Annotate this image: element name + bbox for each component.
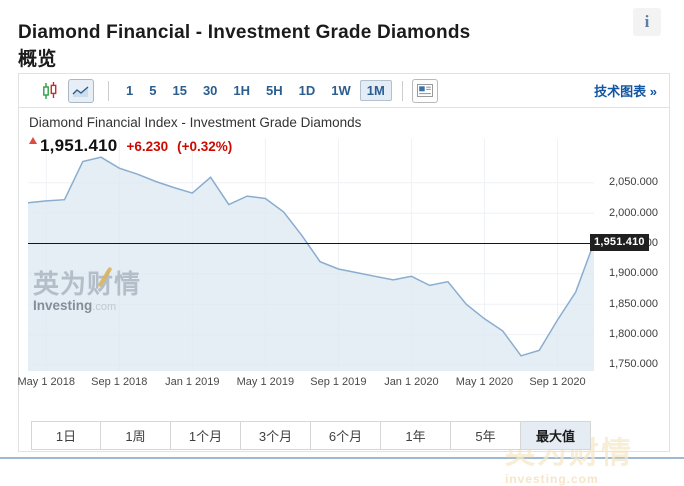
technical-chart-link[interactable]: 技术图表 » bbox=[594, 84, 657, 99]
current-price-line bbox=[28, 242, 590, 244]
area-chart-button[interactable] bbox=[68, 78, 94, 103]
interval-button-1M[interactable]: 1M bbox=[359, 80, 392, 101]
toolbar-divider bbox=[401, 80, 403, 101]
interval-button-5H[interactable]: 5H bbox=[266, 83, 283, 98]
info-button[interactable]: i bbox=[633, 8, 661, 36]
y-axis-label: 2,000.000 bbox=[609, 206, 658, 219]
section-separator bbox=[0, 457, 684, 459]
up-arrow-icon bbox=[29, 137, 37, 144]
range-button-1周[interactable]: 1周 bbox=[101, 421, 171, 450]
page-title: Diamond Financial - Investment Grade Dia… bbox=[18, 21, 471, 70]
range-button-6个月[interactable]: 6个月 bbox=[311, 421, 381, 450]
y-axis-label: 2,050.000 bbox=[609, 176, 658, 189]
info-icon: i bbox=[644, 12, 650, 31]
x-axis-label: Jan 1 2020 bbox=[384, 376, 439, 388]
x-axis-label: Sep 1 2018 bbox=[91, 376, 148, 388]
news-view-button[interactable] bbox=[411, 78, 438, 103]
range-button-1年[interactable]: 1年 bbox=[381, 421, 451, 450]
interval-button-1D[interactable]: 1D bbox=[298, 83, 316, 98]
range-button-1个月[interactable]: 1个月 bbox=[171, 421, 241, 450]
news-icon bbox=[416, 84, 433, 97]
x-axis-label: Jan 1 2019 bbox=[165, 376, 220, 388]
overview-chart-card: 1 5 15 30 1H 5H 1D 1W 1M 技术图表 » Diamond Financia… bbox=[18, 73, 670, 452]
x-axis-label: Sep 1 2020 bbox=[529, 376, 586, 388]
interval-button-5[interactable]: 5 bbox=[149, 83, 157, 98]
range-button-最大值[interactable]: 最大值 bbox=[521, 421, 591, 450]
range-button-5年[interactable]: 5年 bbox=[451, 421, 521, 450]
chart-title: Diamond Financial Index - Investment Gra… bbox=[29, 115, 362, 130]
x-axis-label: May 1 2019 bbox=[236, 376, 295, 388]
current-price-badge: 1,951.410 bbox=[590, 234, 649, 252]
x-axis-label: May 1 2018 bbox=[17, 376, 75, 388]
y-axis-label: 1,900.000 bbox=[609, 267, 658, 280]
area-chart-icon bbox=[72, 85, 89, 97]
y-axis-label: 1,800.000 bbox=[609, 328, 658, 341]
interval-button-15[interactable]: 15 bbox=[172, 83, 187, 98]
candlestick-chart-button[interactable] bbox=[37, 79, 63, 103]
y-axis-label: 1,750.000 bbox=[609, 358, 658, 371]
watermark-en: Investing.com bbox=[33, 298, 117, 313]
interval-button-1[interactable]: 1 bbox=[126, 83, 134, 98]
price-change-percent: (+0.32%) bbox=[177, 139, 233, 154]
x-axis-label: Sep 1 2019 bbox=[310, 376, 367, 388]
interval-button-30[interactable]: 30 bbox=[202, 83, 218, 98]
watermark-cn: 英为财情 bbox=[33, 264, 141, 301]
x-axis-label: May 1 2020 bbox=[455, 376, 514, 388]
interval-button-1W[interactable]: 1W bbox=[331, 83, 351, 98]
interval-group: 1 5 15 30 1H 5H 1D 1W 1M bbox=[118, 80, 393, 101]
toolbar-divider bbox=[108, 80, 109, 101]
chart-watermark: 英为财情 Investing.com bbox=[33, 264, 141, 313]
range-button-3个月[interactable]: 3个月 bbox=[241, 421, 311, 450]
interval-button-1H[interactable]: 1H bbox=[233, 83, 251, 98]
last-price: 1,951.410 bbox=[40, 136, 118, 155]
range-button-group: 1日 1周 1个月 3个月 6个月 1年 5年 最大值 bbox=[31, 421, 591, 450]
chart-toolbar: 1 5 15 30 1H 5H 1D 1W 1M 技术图表 » bbox=[19, 74, 669, 108]
range-button-1日[interactable]: 1日 bbox=[31, 421, 101, 450]
price-row: 1,951.410 +6.230 (+0.32%) bbox=[29, 136, 232, 156]
y-axis-label: 1,850.000 bbox=[609, 297, 658, 310]
price-area-chart[interactable] bbox=[28, 139, 594, 371]
candlestick-icon bbox=[43, 81, 57, 99]
price-change: +6.230 bbox=[126, 139, 169, 154]
